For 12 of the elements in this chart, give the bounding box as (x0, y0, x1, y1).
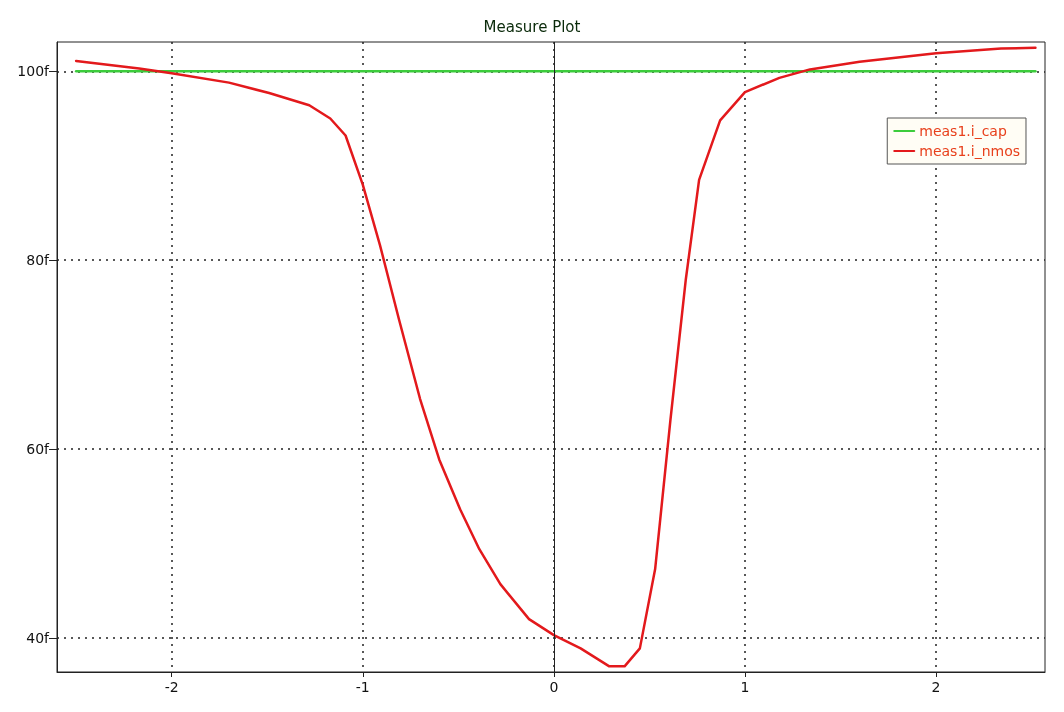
y-tick-label: 40f (26, 630, 51, 646)
y-tick-label: 60f (26, 441, 51, 458)
y-tick-label: 80f (26, 252, 51, 269)
y-tick-label: 100f (17, 63, 51, 80)
legend-label: meas1.i_cap (919, 123, 1007, 139)
x-tick-label: 1 (740, 679, 750, 695)
chart-title: Measure Plot (483, 17, 581, 36)
legend-label: meas1.i_nmos (919, 143, 1021, 159)
x-tick-label: -2 (164, 679, 179, 695)
x-tick-label: 0 (549, 679, 559, 695)
x-tick-label: -1 (355, 679, 370, 695)
x-tick-label: 2 (931, 679, 941, 695)
